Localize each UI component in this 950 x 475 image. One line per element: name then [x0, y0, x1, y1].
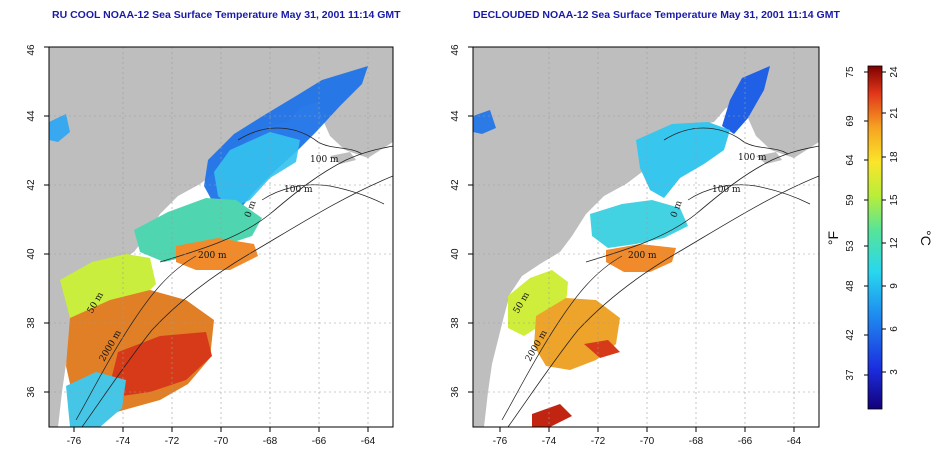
left-sst-shelf-green: [134, 198, 262, 262]
left-sst-small-patch: [49, 114, 70, 142]
right-x-tick-1: -76: [493, 436, 508, 447]
left-y-tick-6: 46: [26, 44, 37, 56]
right-x-tick-5: -68: [689, 436, 704, 447]
left-x-tick-2: -74: [116, 436, 131, 447]
right-sst-patch-red-2: [532, 404, 572, 427]
right-land-islands: [756, 152, 782, 164]
right-map: 100 m 100 m 200 m 50 m 2000 m 0 m -76 -7…: [450, 44, 820, 447]
colorbar-c-tick-7: 6: [889, 326, 900, 332]
colorbar-c-tick-2: 21: [889, 107, 900, 119]
right-sst-patch-red-1: [584, 340, 620, 358]
left-y-tick-1: 36: [26, 386, 37, 398]
left-sst-gom-cyan: [214, 132, 300, 208]
left-isobath-label-2: 100 m: [284, 185, 313, 195]
left-x-tick-6: -66: [312, 436, 327, 447]
left-x-tick-7: -64: [361, 436, 376, 447]
right-isobath-label-2: 100 m: [712, 185, 741, 195]
colorbar-f-tick-5: 53: [845, 240, 856, 252]
colorbar-f-tick-1: 75: [845, 66, 856, 78]
left-sst-shelf-orange: [176, 238, 258, 270]
right-map-frame: [472, 46, 820, 428]
right-sst-gom-cyan-2: [590, 200, 688, 248]
right-isobath-100m: [663, 127, 789, 155]
colorbar-c-tick-4: 15: [889, 194, 900, 206]
colorbar-c-tick-8: 3: [889, 369, 900, 375]
left-sst-midatlantic-yellow: [60, 254, 156, 330]
right-sst-cold: [722, 66, 770, 134]
colorbar-f-tick-3: 64: [845, 154, 856, 166]
colorbar-f-tick-6: 48: [845, 280, 856, 292]
left-x-tick-labels: -76 -74 -72 -70 -68 -66 -64: [67, 436, 376, 447]
colorbar-f-tick-2: 69: [845, 115, 856, 127]
right-y-tick-2: 38: [450, 317, 461, 329]
colorbar: 75 69 64 59 53 48 42 37 24 21 18 15 12 9…: [825, 65, 934, 410]
right-ticks: [468, 46, 795, 432]
left-x-tick-1: -76: [67, 436, 82, 447]
colorbar-c-tick-5: 12: [889, 237, 900, 249]
left-grid: [49, 47, 393, 427]
right-grid: [473, 47, 819, 427]
right-y-tick-1: 36: [450, 386, 461, 398]
right-y-tick-3: 40: [450, 248, 461, 260]
left-isobath-label-3: 200 m: [198, 251, 227, 261]
left-y-tick-4: 42: [26, 179, 37, 191]
right-sst-gom-cyan: [636, 122, 730, 198]
right-land: [473, 47, 819, 427]
left-map: 100 m 100 m 200 m 50 m 2000 m 0 m -76 -7…: [26, 44, 394, 447]
left-y-tick-5: 44: [26, 110, 37, 122]
right-x-tick-4: -70: [640, 436, 655, 447]
colorbar-c-unit: °C: [918, 230, 934, 246]
right-isobath-200m: [585, 145, 819, 263]
left-isobath-100m: [237, 127, 363, 155]
right-isobath-label-3: 200 m: [628, 251, 657, 261]
left-isobath-200m: [159, 145, 393, 263]
right-map-layers: 100 m 100 m 200 m 50 m 2000 m 0 m: [473, 47, 819, 427]
right-x-tick-6: -66: [738, 436, 753, 447]
colorbar-f-tick-4: 59: [845, 194, 856, 206]
right-x-tick-labels: -76 -74 -72 -70 -68 -66 -64: [493, 436, 802, 447]
right-y-tick-6: 46: [450, 44, 461, 56]
right-x-tick-2: -74: [542, 436, 557, 447]
left-panel-title: RU COOL NOAA-12 Sea Surface Temperature …: [52, 9, 401, 21]
left-map-layers: 100 m 100 m 200 m 50 m 2000 m 0 m: [49, 47, 393, 427]
colorbar-f-unit: °F: [825, 231, 841, 245]
left-y-tick-2: 38: [26, 317, 37, 329]
left-x-tick-3: -72: [165, 436, 180, 447]
colorbar-c-labels: 24 21 18 15 12 9 6 3: [889, 66, 900, 375]
colorbar-gradient: [867, 65, 883, 410]
colorbar-c-tick-6: 9: [889, 283, 900, 289]
colorbar-f-labels: 75 69 64 59 53 48 42 37: [845, 66, 856, 381]
right-sst-shelf-orange: [606, 244, 676, 272]
colorbar-ticks: [864, 71, 886, 376]
left-isobath-georges: [261, 184, 385, 205]
left-sst-gulfstream-core: [112, 332, 212, 396]
colorbar-f-tick-8: 37: [845, 369, 856, 381]
left-land: [49, 47, 393, 427]
right-isobath-2000m: [507, 175, 819, 427]
left-x-tick-5: -68: [263, 436, 278, 447]
left-y-tick-labels: 36 38 40 42 44 46: [26, 44, 37, 398]
colorbar-c-tick-3: 18: [889, 151, 900, 163]
right-y-tick-5: 44: [450, 110, 461, 122]
right-panel-title: DECLOUDED NOAA-12 Sea Surface Temperatur…: [473, 9, 840, 21]
left-y-tick-3: 40: [26, 248, 37, 260]
colorbar-c-tick-1: 24: [889, 66, 900, 78]
colorbar-f-tick-7: 42: [845, 329, 856, 341]
right-x-tick-7: -64: [787, 436, 802, 447]
left-land-islands: [330, 152, 356, 164]
right-sst-midatlantic-yellow: [508, 270, 568, 336]
right-isobath-georges: [687, 184, 811, 205]
left-ticks: [44, 46, 369, 432]
right-x-tick-3: -72: [591, 436, 606, 447]
right-y-tick-labels: 36 38 40 42 44 46: [450, 44, 461, 398]
right-y-tick-4: 42: [450, 179, 461, 191]
left-isobath-2000m: [81, 175, 393, 427]
right-isobath-label-1: 100 m: [738, 153, 767, 163]
left-isobath-label-1: 100 m: [310, 155, 339, 165]
left-x-tick-4: -70: [214, 436, 229, 447]
